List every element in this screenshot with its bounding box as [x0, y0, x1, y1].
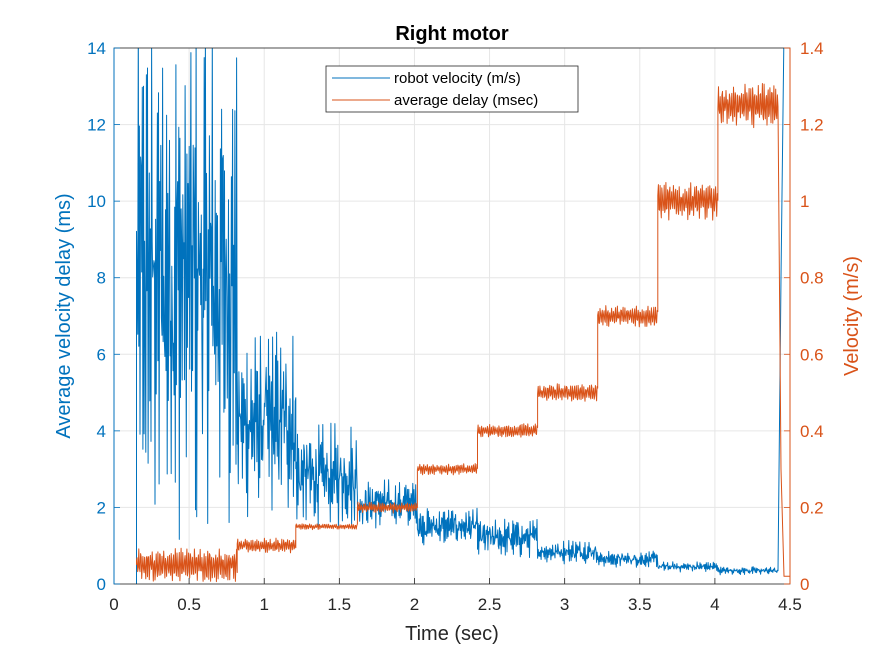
series-line-robot-velocity — [136, 48, 785, 584]
chart-title: Right motor — [395, 23, 509, 45]
y-right-tick-label: 0.4 — [800, 422, 824, 441]
y-right-tick-label: 1 — [800, 192, 809, 211]
y-right-tick-label: 0.6 — [800, 345, 824, 364]
plot-area — [136, 48, 790, 584]
legend: robot velocity (m/s) average delay (msec… — [325, 65, 579, 113]
x-tick-label: 1 — [259, 595, 268, 614]
x-tick-label: 2.5 — [478, 595, 502, 614]
x-tick-label: 0 — [109, 595, 118, 614]
x-tick-label: 0.5 — [177, 595, 201, 614]
y-left-tick-label: 14 — [87, 39, 106, 58]
y-right-tick-label: 0 — [800, 575, 809, 594]
y-left-tick-label: 12 — [87, 116, 106, 135]
y-left-tick-label: 10 — [87, 192, 106, 211]
y-right-tick-label: 0.8 — [800, 269, 824, 288]
x-axis-label: Time (sec) — [405, 623, 499, 645]
y-right-tick-label: 1.2 — [800, 116, 824, 135]
y-left-tick-label: 6 — [97, 345, 106, 364]
y-left-axis-label: Average velocity delay (ms) — [53, 193, 75, 438]
x-tick-label: 1.5 — [328, 595, 352, 614]
y-left-tick-label: 4 — [97, 422, 106, 441]
x-tick-label: 4.5 — [778, 595, 802, 614]
legend-label-delay: average delay (msec) — [394, 92, 538, 109]
series-line-average-delay — [136, 83, 790, 583]
y-right-tick-label: 1.4 — [800, 39, 824, 58]
y-left-tick-label: 8 — [97, 269, 106, 288]
x-tick-label: 3.5 — [628, 595, 652, 614]
x-tick-label: 3 — [560, 595, 569, 614]
x-tick-label: 4 — [710, 595, 719, 614]
y-left-tick-label: 2 — [97, 498, 106, 517]
x-tick-label: 2 — [410, 595, 419, 614]
legend-label-velocity: robot velocity (m/s) — [394, 70, 521, 87]
axis-ticks: 0 0.5 1 1.5 2 2.5 3 3.5 4 4.50246810121400.20.40.… — [87, 39, 824, 614]
y-left-tick-label: 0 — [97, 575, 106, 594]
y-right-tick-label: 0.2 — [800, 498, 824, 517]
y-right-axis-label: Velocity (m/s) — [841, 256, 863, 376]
legend-box — [325, 65, 579, 113]
